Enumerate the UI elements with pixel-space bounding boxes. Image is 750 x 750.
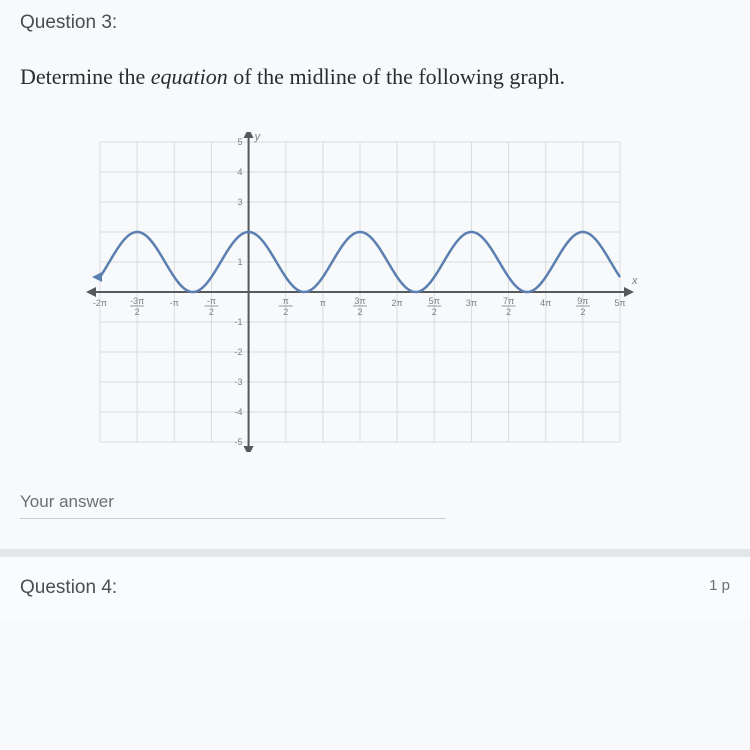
svg-text:π: π [320,298,326,308]
svg-text:5π: 5π [429,296,440,306]
svg-text:-π: -π [207,296,216,306]
svg-text:3: 3 [238,197,243,207]
svg-text:-5: -5 [235,437,243,447]
svg-text:x: x [631,275,638,287]
answer-row[interactable]: Your answer [20,492,446,519]
svg-text:2: 2 [580,307,585,317]
svg-text:4π: 4π [540,298,551,308]
prompt-pre: Determine the [20,64,151,89]
svg-text:2: 2 [283,307,288,317]
svg-text:-1: -1 [235,317,243,327]
svg-text:π: π [283,296,289,306]
svg-text:1: 1 [238,257,243,267]
svg-text:2: 2 [357,307,362,317]
question-prompt: Determine the equation of the midline of… [20,62,730,92]
svg-text:2π: 2π [392,298,403,308]
question-4-number: Question 4: [20,577,117,599]
prompt-post: of the midline of the following graph. [228,64,565,89]
sine-graph: xy-5-4-3-2-11345-2π-3π2-π-π2π2π3π22π5π23… [80,132,640,452]
svg-text:3π: 3π [466,298,477,308]
question-4-card: Question 4: 1 p [0,557,750,619]
answer-label: Your answer [20,492,114,511]
svg-text:-3: -3 [235,377,243,387]
svg-text:-2π: -2π [93,298,107,308]
svg-text:-4: -4 [235,407,243,417]
svg-text:-3π: -3π [130,296,144,306]
svg-text:4: 4 [238,167,243,177]
graph-container: xy-5-4-3-2-11345-2π-3π2-π-π2π2π3π22π5π23… [80,132,640,452]
svg-text:-2: -2 [235,347,243,357]
svg-text:5π: 5π [614,298,625,308]
svg-text:2: 2 [506,307,511,317]
svg-text:2: 2 [432,307,437,317]
question-number: Question 3: [20,12,730,34]
prompt-em: equation [151,64,228,89]
svg-text:9π: 9π [577,296,588,306]
question-3-card: Question 3: Determine the equation of th… [0,0,750,557]
svg-text:7π: 7π [503,296,514,306]
svg-text:2: 2 [135,307,140,317]
question-4-points: 1 p [709,577,730,599]
svg-text:3π: 3π [354,296,365,306]
page: Question 3: Determine the equation of th… [0,0,750,750]
svg-text:2: 2 [209,307,214,317]
svg-text:5: 5 [238,137,243,147]
svg-text:-π: -π [170,298,179,308]
